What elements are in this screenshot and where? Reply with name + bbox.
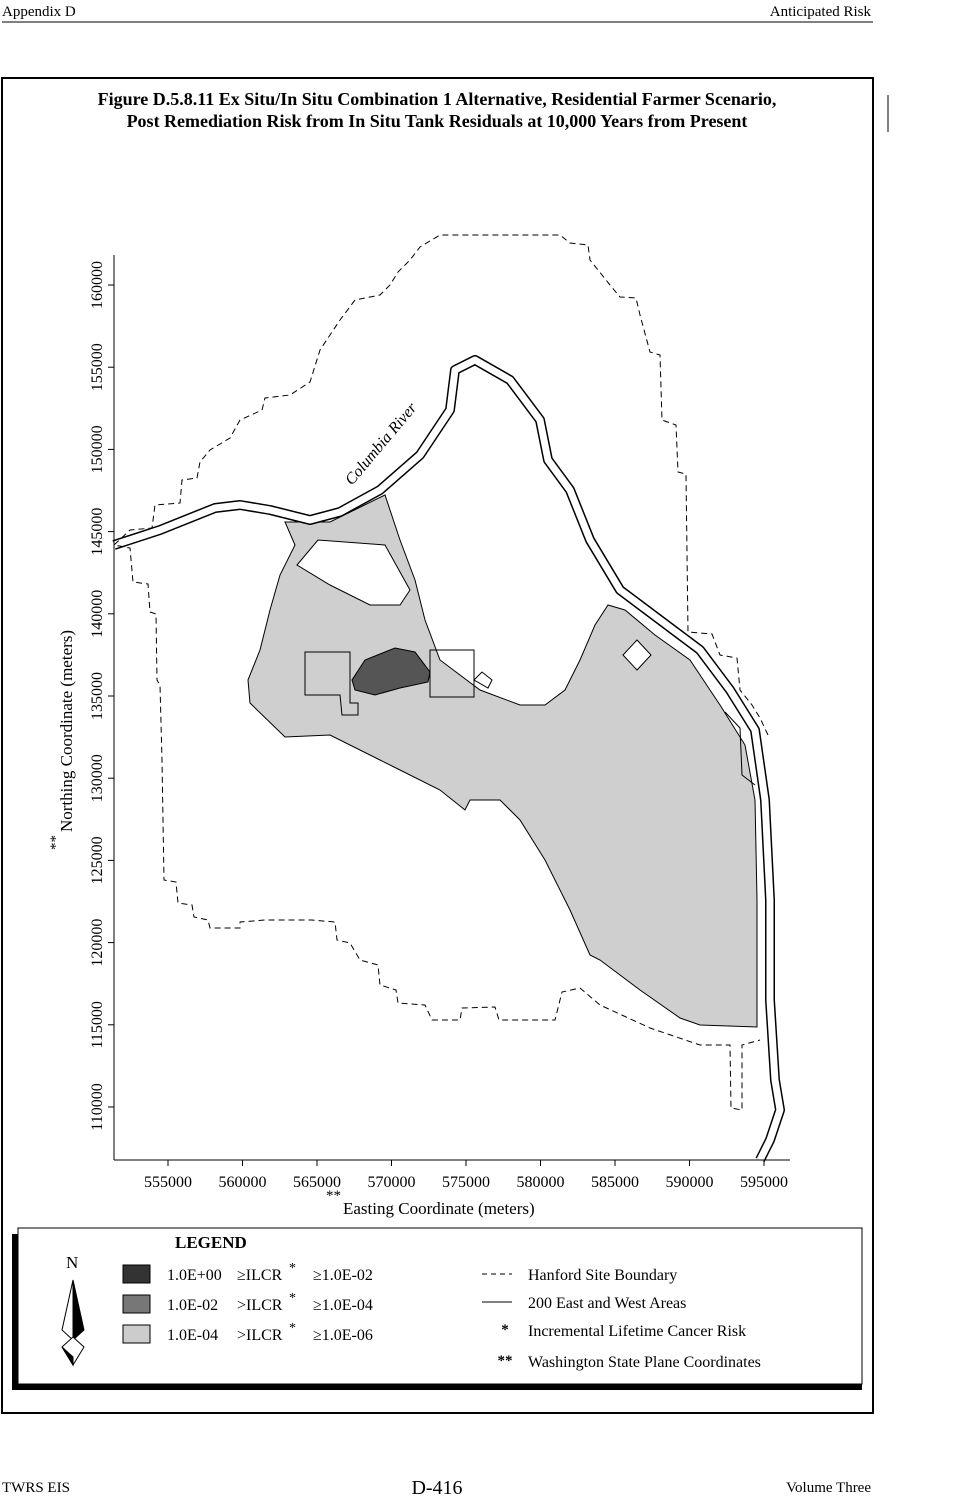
x-tick-label: 555000: [144, 1174, 192, 1191]
risk-area-low: [247, 494, 758, 1028]
legend-box: [17, 1227, 863, 1385]
inner-boundary: [724, 711, 756, 786]
note-symbol: **: [498, 1353, 513, 1369]
river-water: [112, 356, 784, 1162]
y-label: Northing Coordinate (meters): [57, 630, 76, 832]
legend-relation: >ILCR: [237, 1297, 283, 1314]
note-text: Incremental Lifetime Cancer Risk: [528, 1323, 746, 1340]
legend-relation: ≥ILCR: [237, 1267, 283, 1284]
y-tick-label: 140000: [89, 590, 106, 638]
y-tick-label: 150000: [89, 425, 106, 473]
axes: [108, 255, 790, 1166]
footer-right: Volume Three: [786, 1480, 871, 1496]
legend-low: ≥1.0E-04: [313, 1297, 373, 1314]
header-left: Appendix D: [2, 4, 76, 20]
legend-low: ≥1.0E-06: [313, 1327, 373, 1344]
legend-line-label: 200 East and West Areas: [528, 1295, 686, 1312]
note-text: Washington State Plane Coordinates: [528, 1354, 761, 1371]
risk-area-mid: [351, 647, 431, 696]
figure-frame: [1, 77, 874, 1414]
area-200-west: [304, 651, 359, 716]
legend-high: 1.0E-04: [167, 1327, 218, 1344]
legend-marker: *: [289, 1261, 296, 1276]
header-right: Anticipated Risk: [770, 4, 872, 20]
site-boundary: [112, 234, 769, 1111]
legend-marker: *: [289, 1291, 296, 1306]
y-tick-label: 145000: [89, 508, 106, 556]
legend-line-label: Hanford Site Boundary: [528, 1267, 677, 1284]
x-tick-label: 570000: [368, 1174, 416, 1191]
footer-left: TWRS EIS: [2, 1480, 70, 1496]
figure-title: Post Remediation Risk from In Situ Tank …: [127, 111, 748, 131]
x-tick-label: 580000: [517, 1174, 565, 1191]
y-tick-label: 115000: [89, 1001, 106, 1048]
legend-high: 1.0E-02: [167, 1297, 218, 1314]
y-tick-label: 110000: [89, 1083, 106, 1130]
legend-swatch: [122, 1294, 151, 1314]
legend: 1.0E+00 ≥ILCR * ≥1.0E-02 1.0E-02 >ILCR * ≥1.0E-…: [122, 1261, 761, 1371]
river-label: Columbia River: [342, 399, 421, 488]
y-tick-label: 155000: [89, 343, 106, 391]
legend-low: ≥1.0E-02: [313, 1267, 373, 1284]
legend-marker: *: [289, 1321, 296, 1336]
legend-swatch: [122, 1324, 151, 1344]
x-label: Easting Coordinate (meters): [343, 1199, 535, 1218]
y-label-marker: **: [48, 835, 64, 850]
map: Columbia River: [112, 234, 785, 1163]
legend-high: 1.0E+00: [167, 1267, 222, 1284]
y-tick-label: 120000: [89, 919, 106, 967]
x-tick-label: 565000: [293, 1174, 341, 1191]
x-label-marker: **: [326, 1188, 341, 1204]
legend-swatch: [122, 1264, 151, 1284]
x-tick-label: 560000: [219, 1174, 267, 1191]
area-200-east: [473, 671, 493, 689]
north-label: N: [66, 1253, 78, 1272]
x-tick-label: 595000: [740, 1174, 788, 1191]
y-tick-label: 160000: [89, 261, 106, 309]
figure-title: Figure D.5.8.11 Ex Situ/In Situ Combinat…: [98, 89, 777, 109]
y-tick-label: 135000: [89, 672, 106, 720]
legend-relation: >ILCR: [237, 1327, 283, 1344]
area-200-east: [429, 649, 475, 698]
footer-center: D-416: [411, 1477, 462, 1499]
north-arrow: [61, 1279, 85, 1367]
x-tick-label: 590000: [666, 1174, 714, 1191]
risk-area-hole: [622, 639, 652, 671]
x-tick-label: 575000: [442, 1174, 490, 1191]
y-tick-label: 125000: [89, 836, 106, 884]
risk-area-hole: [296, 539, 411, 606]
y-tick-label: 130000: [89, 754, 106, 802]
note-symbol: *: [501, 1322, 509, 1338]
legend-title: LEGEND: [175, 1233, 247, 1252]
x-tick-label: 585000: [591, 1174, 639, 1191]
